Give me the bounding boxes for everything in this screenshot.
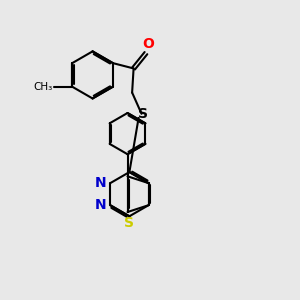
Text: S: S [124,216,134,230]
Text: CH₃: CH₃ [34,82,53,92]
Text: O: O [142,37,154,51]
Text: N: N [95,176,107,190]
Text: S: S [138,107,148,121]
Text: N: N [95,198,107,212]
